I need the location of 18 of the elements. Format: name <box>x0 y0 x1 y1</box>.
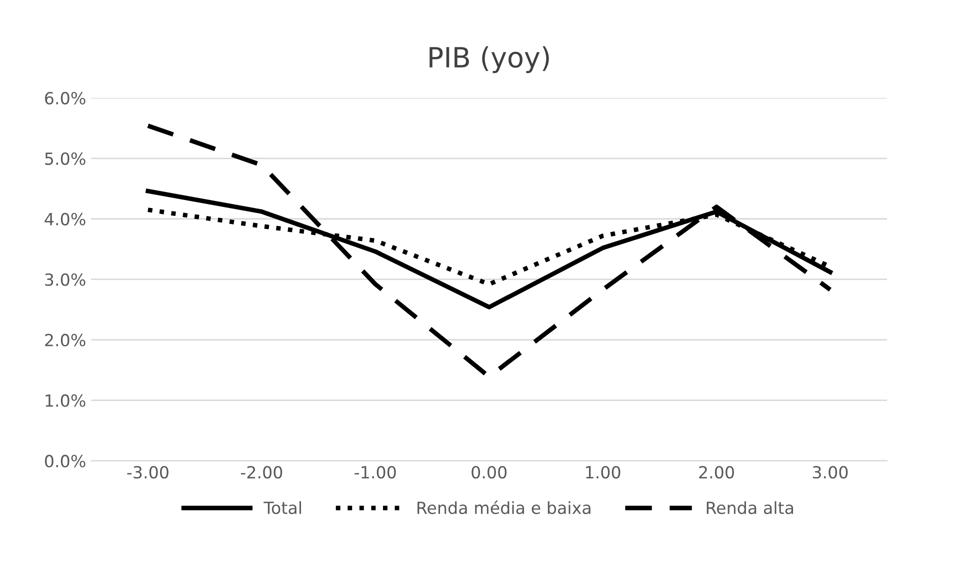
y-tick-label: 0.0% <box>45 454 86 468</box>
x-tick-label: -3.00 <box>127 466 168 479</box>
y-tick-label: 4.0% <box>44 212 86 226</box>
x-tick-label: 3.00 <box>812 466 848 479</box>
x-tick-label: -2.00 <box>240 466 282 479</box>
x-tick-label: 0.00 <box>472 466 507 479</box>
y-tick-label: 3.0% <box>45 273 86 286</box>
y-tick-label: 2.0% <box>45 334 86 346</box>
y-tick-label: 1.0% <box>46 394 86 407</box>
legend-label: Renda média e baixa <box>418 500 590 514</box>
y-tick-label: 5.0% <box>45 152 86 165</box>
x-tick-label: 2.00 <box>699 466 734 479</box>
chart-title: PIB (yoy) <box>430 46 549 74</box>
x-tick-label: -1.00 <box>354 466 396 479</box>
legend-label: Total <box>264 501 301 514</box>
x-tick-label: 1.00 <box>586 466 620 479</box>
y-tick-label: 6.0% <box>45 92 86 104</box>
legend-label: Renda alta <box>706 501 794 514</box>
